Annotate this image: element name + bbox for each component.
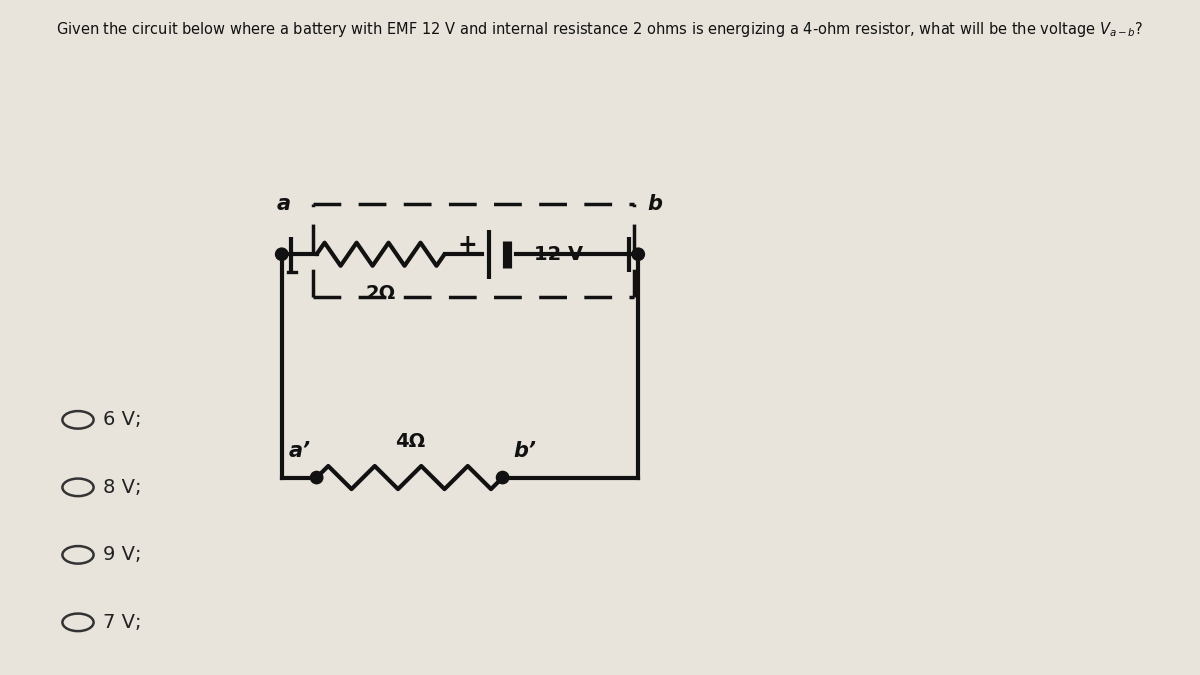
Text: +: + — [458, 233, 478, 257]
Text: 6 V;: 6 V; — [103, 410, 142, 429]
Circle shape — [632, 248, 644, 261]
Text: 7 V;: 7 V; — [103, 613, 142, 632]
Circle shape — [311, 471, 323, 484]
Text: 8 V;: 8 V; — [103, 478, 142, 497]
Text: b: b — [648, 194, 662, 214]
Text: Given the circuit below where a battery with EMF 12 V and internal resistance 2 : Given the circuit below where a battery … — [56, 20, 1144, 39]
Text: a: a — [276, 194, 290, 214]
Text: 4Ω: 4Ω — [395, 431, 425, 451]
Text: b’: b’ — [512, 441, 535, 460]
Text: 2Ω: 2Ω — [366, 284, 396, 302]
Text: a’: a’ — [288, 441, 311, 460]
Text: 9 V;: 9 V; — [103, 545, 142, 564]
Circle shape — [276, 248, 288, 261]
Circle shape — [497, 471, 509, 484]
Text: 12 V: 12 V — [534, 245, 583, 264]
